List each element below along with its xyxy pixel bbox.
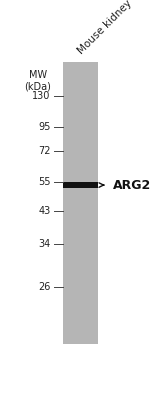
Text: ARG2: ARG2 (112, 178, 151, 192)
Text: MW
(kDa): MW (kDa) (24, 70, 51, 91)
Text: 26: 26 (38, 282, 50, 292)
Text: 55: 55 (38, 177, 50, 187)
Text: 72: 72 (38, 146, 50, 156)
Text: 43: 43 (38, 206, 50, 216)
Text: 130: 130 (32, 91, 50, 101)
Text: 95: 95 (38, 122, 50, 132)
Text: 34: 34 (38, 238, 50, 248)
Text: Mouse kidney: Mouse kidney (76, 0, 133, 56)
Bar (63, 62, 98, 344)
Bar (63, 182, 98, 188)
